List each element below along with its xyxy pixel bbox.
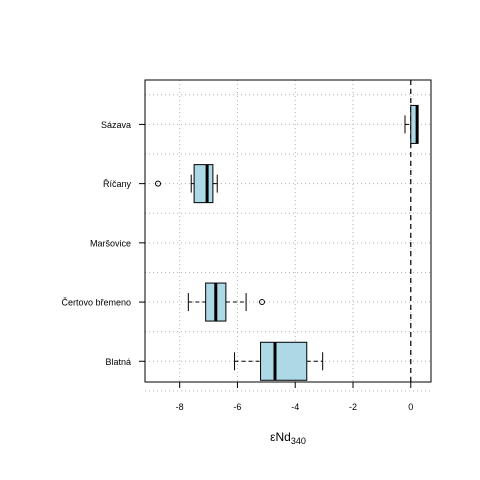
box-2 (156, 165, 218, 203)
x-axis-label: εNd340 (270, 430, 306, 446)
y-tick-label: Čertovo břemeno (61, 298, 131, 308)
x-tick-label: -4 (291, 402, 299, 412)
y-axis-labels: Sázava Říčany Maršovice Čertovo břemeno Blat… (61, 120, 145, 367)
x-tick-label: 0 (408, 402, 413, 412)
y-tick-label: Sázava (101, 120, 131, 130)
x-axis-label-subscript: 340 (291, 436, 306, 446)
x-axis-ticks: -8 -6 -4 -2 0 (176, 382, 414, 412)
box-5 (235, 342, 323, 380)
box-iqr (261, 342, 307, 380)
x-tick-label: -6 (233, 402, 241, 412)
x-tick-label: -8 (176, 402, 184, 412)
y-tick-label: Říčany (103, 179, 132, 189)
box-1 (405, 105, 418, 143)
y-tick-label: Blatná (105, 357, 131, 367)
y-tick-label: Maršovice (90, 238, 131, 248)
x-axis-label-main: εNd (270, 430, 291, 444)
plot-frame (145, 80, 431, 382)
box-iqr (194, 165, 213, 203)
boxes-layer (156, 105, 419, 380)
x-tick-label: -2 (349, 402, 357, 412)
